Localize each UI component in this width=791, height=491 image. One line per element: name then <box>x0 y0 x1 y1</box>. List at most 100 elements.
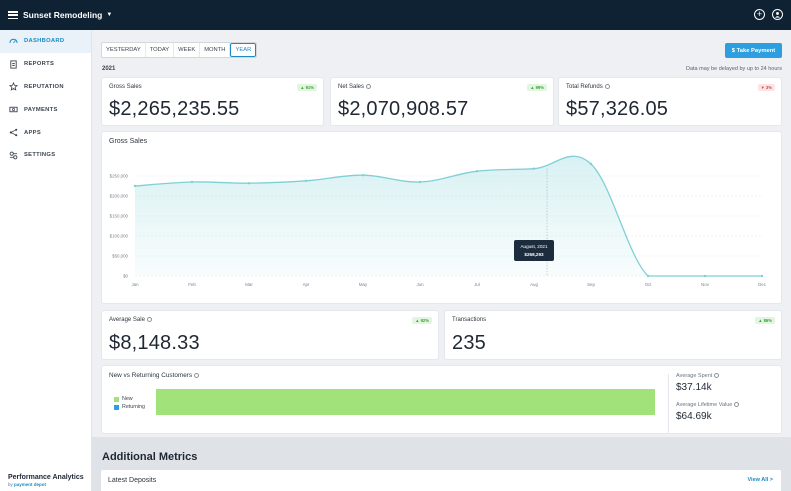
new-vs-returning-card: New vs Returning Customers New Returning… <box>102 366 781 433</box>
data-point <box>475 170 479 173</box>
info-icon[interactable] <box>734 402 740 408</box>
info-icon[interactable] <box>604 84 610 89</box>
sidebar-item-settings[interactable]: SETTINGS <box>0 144 91 167</box>
sidebar-item-label: REPUTATION <box>24 83 64 90</box>
additional-metrics-section: Additional Metrics Latest Deposits View … <box>92 437 791 491</box>
sidebar-footer: Performance Analytics by payment depot <box>8 474 84 487</box>
product-name: Performance Analytics <box>8 474 84 481</box>
y-tick-label: $0 <box>123 274 128 279</box>
gross-sales-chart[interactable]: $0 $50,000 $100,000 $150,000 $200,000 $250,00… <box>102 132 781 303</box>
data-delay-note: Data may be delayed by up to 24 hours <box>685 66 782 72</box>
info-icon[interactable] <box>194 372 200 378</box>
sidebar: DASHBOARD REPORTS REPUTATION PAYMENTS AP… <box>0 30 92 491</box>
data-point <box>133 184 137 188</box>
total-refunds-value: $57,326.05 <box>566 98 669 120</box>
powered-by-label: by <box>8 482 13 487</box>
x-tick-label: Mar <box>245 282 253 287</box>
data-point <box>646 274 650 278</box>
x-tick-label: Dec <box>758 282 767 287</box>
gross-sales-card: Gross Sales ▲ 91% $2,265,235.55 <box>102 78 323 125</box>
net-sales-label: Net Sales <box>338 84 372 91</box>
sidebar-item-dashboard[interactable]: DASHBOARD <box>0 30 91 53</box>
sidebar-item-payments[interactable]: PAYMENTS <box>0 98 91 121</box>
transactions-badge: ▲ 86% <box>755 317 775 324</box>
period-year: 2021 <box>102 66 116 72</box>
customers-legend: New Returning <box>114 395 145 411</box>
legend-swatch-returning <box>114 404 119 410</box>
x-tick-label: Oct <box>645 282 653 287</box>
legend-swatch-new <box>114 396 119 402</box>
info-icon[interactable] <box>146 317 152 322</box>
main-content: YESTERDAY TODAY WEEK MONTH YEAR $ Take P… <box>92 30 791 491</box>
payments-icon <box>9 105 18 114</box>
sidebar-item-label: PAYMENTS <box>24 106 58 113</box>
legend-item-new: New <box>114 395 145 403</box>
tab-year[interactable]: YEAR <box>230 43 257 57</box>
gross-sales-value: $2,265,235.55 <box>109 98 240 120</box>
tab-month[interactable]: MONTH <box>200 43 231 57</box>
view-all-link[interactable]: View All > <box>747 477 773 483</box>
gross-sales-badge: ▲ 91% <box>297 84 317 91</box>
total-refunds-badge: ▼ 3% <box>757 84 775 91</box>
lifetime-value: $64.69k <box>676 411 712 422</box>
legend-label: New <box>122 396 133 402</box>
data-point <box>703 274 707 278</box>
transactions-card: Transactions ▲ 86% 235 <box>445 311 781 359</box>
latest-deposits-card: Latest Deposits View All > <box>101 470 781 491</box>
gross-sales-chart-card: Gross Sales $0 $50,000 $100,000 $150,000 $20… <box>102 132 781 303</box>
payment-depot-logo: payment depot <box>14 482 47 487</box>
y-tick-label: $200,000 <box>110 194 129 199</box>
latest-deposits-title: Latest Deposits <box>108 477 157 484</box>
info-icon[interactable] <box>714 373 720 379</box>
transactions-value: 235 <box>452 332 486 354</box>
star-icon <box>9 82 18 92</box>
sidebar-item-apps[interactable]: APPS <box>0 121 91 144</box>
user-account-icon[interactable] <box>772 9 783 20</box>
data-point <box>589 162 593 166</box>
average-sale-badge: ▲ 92% <box>412 317 432 324</box>
x-tick-label: Nov <box>701 282 710 287</box>
net-sales-value: $2,070,908.57 <box>338 98 469 120</box>
data-point <box>361 174 365 177</box>
data-point <box>304 179 308 182</box>
y-tick-label: $50,000 <box>112 254 128 259</box>
lifetime-value-label: Average Lifetime Value <box>676 402 740 408</box>
total-refunds-label: Total Refunds <box>566 84 610 90</box>
business-name[interactable]: Sunset Remodeling <box>23 10 103 20</box>
sidebar-item-reports[interactable]: REPORTS <box>0 53 91 76</box>
add-icon[interactable]: + <box>754 9 765 20</box>
x-tick-label: Jul <box>474 282 480 287</box>
sidebar-item-reputation[interactable]: REPUTATION <box>0 76 91 99</box>
x-tick-label: Sep <box>587 282 595 287</box>
new-customers-bar[interactable] <box>156 389 655 415</box>
data-point <box>760 274 764 278</box>
average-sale-value: $8,148.33 <box>109 332 200 354</box>
average-sale-label: Average Sale <box>109 317 152 323</box>
total-refunds-card: Total Refunds ▼ 3% $57,326.05 <box>559 78 781 125</box>
y-tick-label: $100,000 <box>110 234 129 239</box>
tab-today[interactable]: TODAY <box>146 43 175 57</box>
total-refunds-label-text: Total Refunds <box>566 84 603 91</box>
chevron-down-icon[interactable]: ▼ <box>106 12 113 18</box>
tab-yesterday[interactable]: YESTERDAY <box>102 43 146 57</box>
divider <box>668 374 669 433</box>
sidebar-item-label: DASHBOARD <box>24 38 65 45</box>
tab-week[interactable]: WEEK <box>174 43 201 57</box>
data-point <box>418 180 422 184</box>
settings-icon <box>9 151 18 160</box>
average-sale-label-text: Average Sale <box>109 317 145 324</box>
new-vs-returning-title: New vs Returning Customers <box>109 372 200 379</box>
data-point <box>532 167 536 170</box>
data-point <box>247 182 251 185</box>
average-spent-label: Average Spent <box>676 373 720 379</box>
net-sales-label-text: Net Sales <box>338 84 365 91</box>
legend-item-returning: Returning <box>114 403 145 411</box>
x-tick-label: Feb <box>188 282 196 287</box>
info-icon[interactable] <box>366 84 372 89</box>
net-sales-card: Net Sales ▲ 99% $2,070,908.57 <box>331 78 553 125</box>
take-payment-button[interactable]: $ Take Payment <box>725 43 782 58</box>
menu-icon[interactable] <box>8 11 18 19</box>
new-vs-returning-title-text: New vs Returning Customers <box>109 372 193 379</box>
x-tick-label: Jan <box>131 282 139 287</box>
x-tick-label: Jun <box>416 282 424 287</box>
